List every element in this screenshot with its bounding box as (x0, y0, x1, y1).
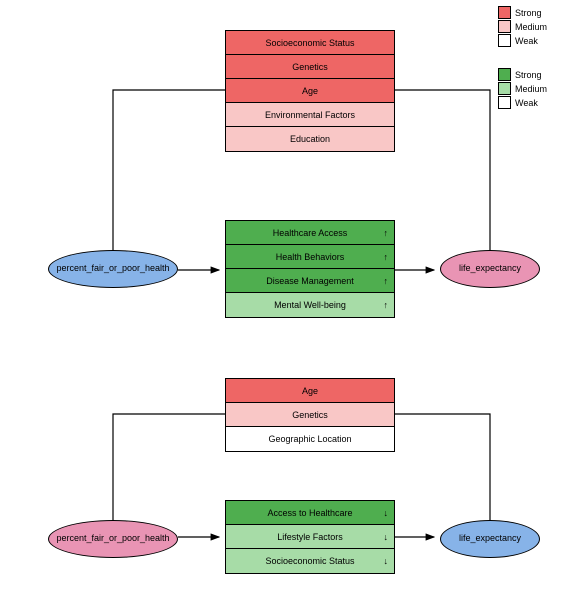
factor-label: Environmental Factors (265, 110, 355, 120)
legend-label: Strong (515, 70, 542, 80)
connector (113, 414, 225, 520)
factor-label: Health Behaviors (276, 252, 345, 262)
legend-swatch (498, 34, 511, 47)
node-percent-fair-or-poor-health-1: percent_fair_or_poor_health (48, 250, 178, 288)
legend-label: Weak (515, 36, 538, 46)
node-label: percent_fair_or_poor_health (56, 264, 169, 274)
legend-green: Strong Medium Weak (498, 68, 576, 109)
arrow-up-icon: ↑ (384, 300, 389, 310)
factor-stack-confounders-2: Age Genetics Geographic Location (225, 378, 395, 452)
factor-stack-mediators-1: Healthcare Access↑Health Behaviors↑Disea… (225, 220, 395, 318)
factor-label: Lifestyle Factors (277, 532, 343, 542)
factor-label: Genetics (292, 410, 328, 420)
arrow-up-icon: ↑ (384, 228, 389, 238)
factor-label: Age (302, 86, 318, 96)
factor-label: Genetics (292, 62, 328, 72)
legend-row: Strong (498, 6, 576, 19)
connector (395, 414, 490, 520)
node-label: life_expectancy (459, 534, 521, 544)
factor-box: Access to Healthcare ↓ (226, 501, 394, 525)
factor-box: Socioeconomic Status (226, 31, 394, 55)
node-percent-fair-or-poor-health-2: percent_fair_or_poor_health (48, 520, 178, 558)
factor-label: Geographic Location (268, 434, 351, 444)
factor-box: Genetics (226, 55, 394, 79)
factor-label: Disease Management (266, 276, 354, 286)
node-label: percent_fair_or_poor_health (56, 534, 169, 544)
legend-swatch (498, 68, 511, 81)
node-life-expectancy-2: life_expectancy (440, 520, 540, 558)
factor-stack-mediators-2: Access to Healthcare↓Lifestyle Factors↓S… (225, 500, 395, 574)
legend-row: Weak (498, 96, 576, 109)
legend-label: Medium (515, 22, 547, 32)
legend-swatch (498, 6, 511, 19)
arrow-down-icon: ↓ (384, 556, 389, 566)
factor-label: Socioeconomic Status (265, 38, 354, 48)
factor-box: Healthcare Access ↑ (226, 221, 394, 245)
legend-label: Medium (515, 84, 547, 94)
arrow-up-icon: ↑ (384, 252, 389, 262)
legend-row: Medium (498, 82, 576, 95)
factor-label: Socioeconomic Status (265, 556, 354, 566)
connector (113, 90, 225, 250)
factor-box: Age (226, 79, 394, 103)
legend-swatch (498, 82, 511, 95)
legend-label: Strong (515, 8, 542, 18)
factor-label: Healthcare Access (273, 228, 348, 238)
factor-label: Mental Well-being (274, 300, 346, 310)
arrow-up-icon: ↑ (384, 276, 389, 286)
arrow-down-icon: ↓ (384, 532, 389, 542)
legend-swatch (498, 96, 511, 109)
node-label: life_expectancy (459, 264, 521, 274)
factor-box: Genetics (226, 403, 394, 427)
factor-box: Health Behaviors ↑ (226, 245, 394, 269)
factor-label: Education (290, 134, 330, 144)
legend-swatch (498, 20, 511, 33)
connector (395, 90, 490, 250)
arrow-down-icon: ↓ (384, 508, 389, 518)
factor-box: Environmental Factors (226, 103, 394, 127)
factor-box: Disease Management ↑ (226, 269, 394, 293)
factor-box: Mental Well-being ↑ (226, 293, 394, 317)
legend-row: Medium (498, 20, 576, 33)
factor-stack-confounders-1: Socioeconomic Status Genetics Age Environme… (225, 30, 395, 152)
factor-label: Access to Healthcare (267, 508, 352, 518)
legend-red: Strong Medium Weak (498, 6, 576, 47)
factor-box: Education (226, 127, 394, 151)
factor-box: Lifestyle Factors ↓ (226, 525, 394, 549)
factor-label: Age (302, 386, 318, 396)
legend-label: Weak (515, 98, 538, 108)
factor-box: Socioeconomic Status ↓ (226, 549, 394, 573)
factor-box: Age (226, 379, 394, 403)
legend-row: Strong (498, 68, 576, 81)
legend-row: Weak (498, 34, 576, 47)
node-life-expectancy-1: life_expectancy (440, 250, 540, 288)
factor-box: Geographic Location (226, 427, 394, 451)
